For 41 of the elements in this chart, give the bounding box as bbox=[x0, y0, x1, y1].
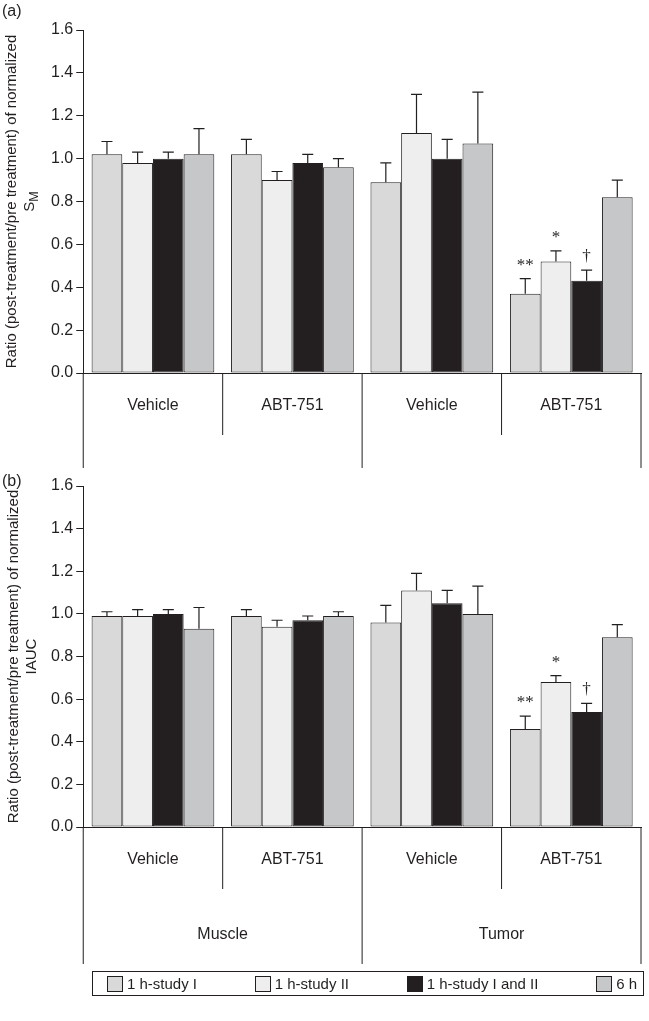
y-tick-label: 1.2 bbox=[50, 106, 74, 124]
y-tick-label: 0.8 bbox=[50, 191, 74, 209]
annotation: * bbox=[551, 651, 561, 671]
x-tick-label: ABT-751 bbox=[540, 396, 603, 414]
y-tick-label: 0.6 bbox=[50, 689, 74, 707]
chart-title: (a) bbox=[2, 2, 22, 20]
y-tick-label: 1.6 bbox=[50, 20, 74, 38]
x-tick-label: Vehicle bbox=[406, 396, 458, 414]
y-tick-label: 0.8 bbox=[50, 646, 74, 664]
y-tick-label: 0.2 bbox=[50, 774, 74, 792]
y-tick-label: 1.2 bbox=[50, 561, 74, 579]
x-tick-label: ABT-751 bbox=[540, 850, 603, 868]
x-tick-label: Vehicle bbox=[127, 396, 179, 414]
legend-label: 1 h-study I and II bbox=[426, 975, 539, 992]
annotation: ** bbox=[516, 254, 534, 274]
y-tick-label: 1.0 bbox=[50, 149, 74, 167]
y-tick-label: 1.0 bbox=[50, 604, 74, 622]
y-tick-label: 1.4 bbox=[50, 519, 74, 537]
legend-label: 1 h-study I bbox=[127, 975, 198, 992]
annotation: † bbox=[582, 246, 591, 266]
legend-label: 6 h bbox=[616, 975, 637, 992]
annotation: † bbox=[582, 679, 591, 699]
x-tick-label: Vehicle bbox=[406, 850, 458, 868]
y-tick-label: 0.0 bbox=[50, 363, 74, 381]
y-tick-label: 0.2 bbox=[50, 320, 74, 338]
y-tick-label: 1.6 bbox=[50, 476, 74, 494]
y-tick-label: 0.6 bbox=[50, 234, 74, 252]
text: Muscle bbox=[197, 925, 249, 943]
y-axis-title: Ratio (post-treatment/pre treatment) of normalized IAUC bbox=[4, 489, 39, 824]
text: Tumor bbox=[478, 925, 526, 943]
annotation: ** bbox=[516, 692, 534, 712]
legend-label: 1 h-study II bbox=[274, 975, 349, 992]
y-tick-label: 0.4 bbox=[50, 732, 74, 750]
x-tick-label: ABT-751 bbox=[261, 850, 324, 868]
y-tick-label: 1.4 bbox=[50, 63, 74, 81]
y-tick-label: 0.0 bbox=[50, 817, 74, 835]
annotation: * bbox=[551, 226, 561, 246]
x-tick-label: ABT-751 bbox=[261, 396, 324, 414]
x-tick-label: Vehicle bbox=[127, 850, 179, 868]
y-tick-label: 0.4 bbox=[50, 277, 74, 295]
chart-title: (b) bbox=[2, 472, 22, 490]
